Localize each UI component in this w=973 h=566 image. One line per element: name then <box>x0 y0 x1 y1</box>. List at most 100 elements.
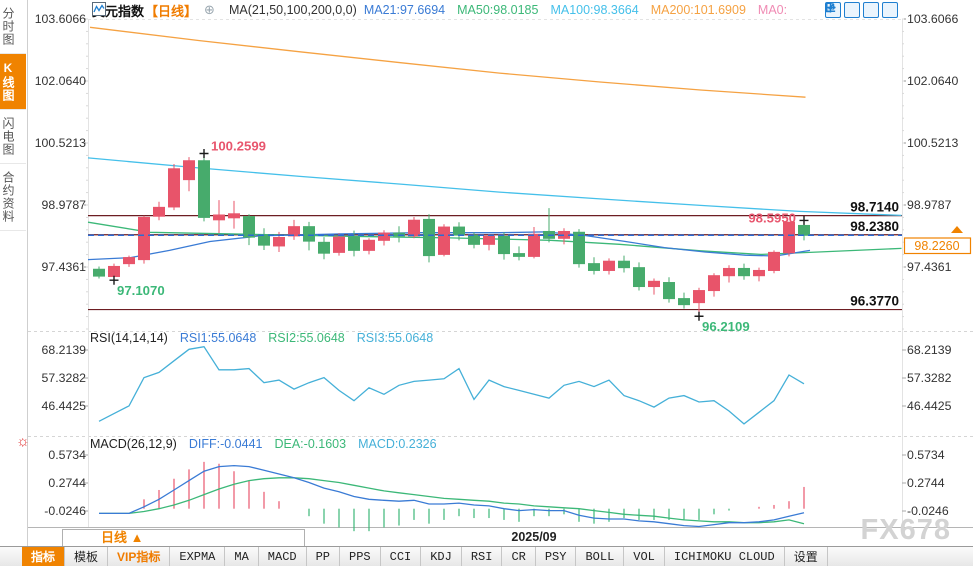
candle-body <box>213 214 225 221</box>
price-level-label: 96.3770 <box>850 294 899 309</box>
indicator-tab-pp[interactable]: PP <box>307 547 341 566</box>
rsi-header: RSI(14,14,14) RSI1:55.0648 RSI2:55.0648 RSI… <box>90 331 433 345</box>
hot-indicator-icon: ☼ <box>16 433 30 450</box>
chart-toolbar-icons <box>825 2 898 18</box>
candle-body <box>708 275 720 292</box>
indicator-tab-boll[interactable]: BOLL <box>576 547 625 566</box>
candle-body <box>768 251 780 271</box>
indicator-tab-cci[interactable]: CCI <box>381 547 422 566</box>
ma-line-ma100 <box>87 157 902 217</box>
candle-body <box>138 216 150 261</box>
add-overlay-icon[interactable]: ⊕ <box>204 2 215 17</box>
candle-body <box>363 239 375 251</box>
ma-value-3: MA200:101.6909 <box>650 3 746 17</box>
indicator-tab-vip指标[interactable]: VIP指标 <box>108 547 171 566</box>
candle-body <box>738 267 750 277</box>
indicator-tab-psy[interactable]: PSY <box>536 547 577 566</box>
annotation-cross-marker <box>799 215 809 225</box>
macd-axis-label-left: -0.0246 <box>44 504 86 518</box>
indicator-tab-ma[interactable]: MA <box>225 547 259 566</box>
indicator-tab-expma[interactable]: EXPMA <box>170 547 226 566</box>
scale-axis-icon[interactable] <box>826 2 860 18</box>
annotation-label: 100.2599 <box>211 139 266 154</box>
x-axis-date-label: 2025/09 <box>511 530 556 544</box>
y-axis-label-right: 97.4361 <box>907 260 952 274</box>
ma-settings-label[interactable]: MA(21,50,100,200,0,0) <box>228 3 357 17</box>
candle-body <box>123 257 135 265</box>
indicator-tab-ichimoku-cloud[interactable]: ICHIMOKU CLOUD <box>665 547 785 566</box>
rsi-axis-label-left: 68.2139 <box>42 343 87 357</box>
indicator-tab-pps[interactable]: PPS <box>340 547 381 566</box>
sidebar-tab-0[interactable]: 分时图 <box>0 0 26 54</box>
annotation-label: 96.2109 <box>702 319 750 334</box>
indicator-tab-模板[interactable]: 模板 <box>65 547 109 566</box>
macd-axis-label-right: -0.0246 <box>907 504 949 518</box>
y-axis-label-left: 103.6066 <box>35 12 86 26</box>
candle-body <box>273 237 285 247</box>
candle-body <box>153 206 165 217</box>
period-selector-button[interactable]: 日线 ▲ <box>62 529 305 547</box>
candle-body <box>183 160 195 181</box>
candle-body <box>453 226 465 236</box>
sidebar: 分时图 K线图 闪电图 合约资料 <box>0 0 28 546</box>
candle-body <box>408 219 420 237</box>
rsi-axis-label-left: 46.4425 <box>42 399 87 413</box>
indicator-tab-cr[interactable]: CR <box>502 547 536 566</box>
candle-body <box>693 290 705 304</box>
zoom-axis-icon[interactable] <box>826 2 879 18</box>
indicator-tab-macd[interactable]: MACD <box>259 547 307 566</box>
ma-value-4: MA0: <box>757 3 788 17</box>
price-level-label: 98.2380 <box>850 219 899 234</box>
macd-axis-label-right: 0.2744 <box>907 476 945 490</box>
candle-body <box>348 236 360 251</box>
ma-values: MA21:97.6694 MA50:98.0185 MA100:98.3664 MA2… <box>364 3 787 17</box>
macd-dea-line <box>99 477 805 525</box>
candle-body <box>108 265 120 277</box>
candle-body <box>168 168 180 208</box>
annotation-cross-marker <box>109 275 119 285</box>
indicator-tab-指标[interactable]: 指标 <box>22 547 66 566</box>
candle-body <box>603 260 615 271</box>
candle-body <box>528 233 540 257</box>
sidebar-tab-1[interactable]: K线图 <box>0 54 26 110</box>
indicator-tab-rsi[interactable]: RSI <box>462 547 503 566</box>
candle-body <box>438 226 450 255</box>
candle-body <box>678 298 690 306</box>
rsi-line <box>98 345 805 425</box>
rsi-axis-label-left: 57.3282 <box>42 371 87 385</box>
candle-body <box>618 260 630 269</box>
y-axis-label-right: 100.5213 <box>907 136 958 150</box>
candle-body <box>423 218 435 257</box>
indicator-tab-设置[interactable]: 设置 <box>785 547 828 566</box>
ma-line-ma200 <box>89 26 806 98</box>
sidebar-tab-3[interactable]: 合约资料 <box>0 164 26 231</box>
rsi-axis-label-right: 46.4425 <box>907 399 952 413</box>
chart-header: 美元指数 【日线】 ⊕ MA(21,50,100,200,0,0) MA21:97… <box>92 2 787 19</box>
candle-body <box>573 231 585 265</box>
candle-body <box>648 280 660 288</box>
candle-body <box>378 232 390 241</box>
price-chart-svg[interactable]: 103.6066 103.6066 102.0640 102.0640 100.5213… <box>0 0 973 546</box>
candle-body <box>258 234 270 246</box>
candle-body <box>798 224 810 236</box>
candle-body <box>333 236 345 253</box>
candle-body <box>318 241 330 254</box>
rsi-axis-label-right: 68.2139 <box>907 343 952 357</box>
export-chart-icon[interactable] <box>825 2 898 18</box>
ma-value-2: MA100:98.3664 <box>550 3 639 17</box>
ma-value-1: MA50:98.0185 <box>457 3 539 17</box>
watermark: FX678 <box>860 514 951 546</box>
macd-diff-line <box>99 464 805 528</box>
indicator-tab-kdj[interactable]: KDJ <box>421 547 462 566</box>
price-level-label: 98.7140 <box>850 200 899 215</box>
annotation-cross-marker <box>694 311 704 321</box>
sidebar-tab-2[interactable]: 闪电图 <box>0 110 26 164</box>
rsi-axis-label-right: 57.3282 <box>907 371 952 385</box>
y-axis-label-left: 97.4361 <box>42 260 87 274</box>
candle-body <box>498 235 510 255</box>
candle-body <box>513 253 525 257</box>
macd-axis-label-left: 0.5734 <box>48 448 86 462</box>
indicator-tab-vol[interactable]: VOL <box>624 547 665 566</box>
candle-body <box>783 221 795 254</box>
